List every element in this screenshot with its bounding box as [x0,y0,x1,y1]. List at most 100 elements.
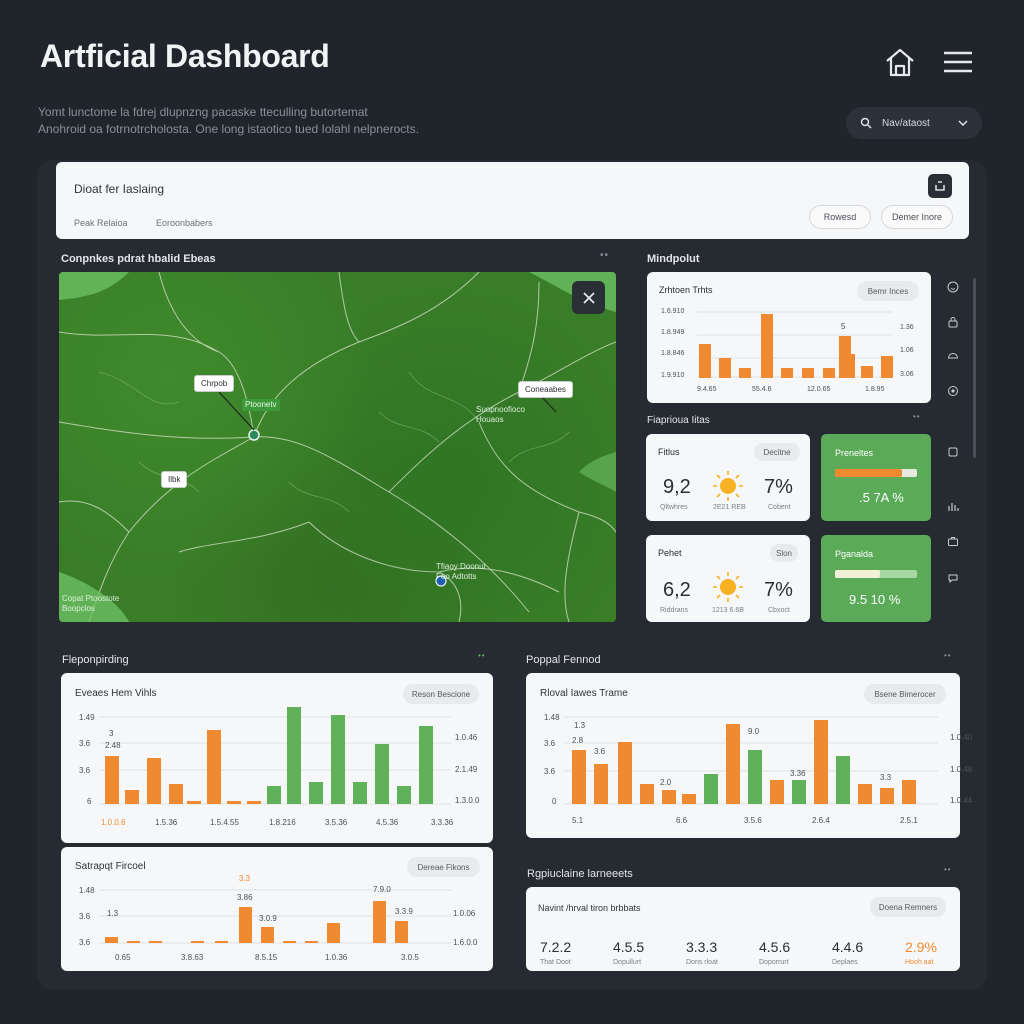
data-label: 7.9.0 [373,885,391,894]
more-icon[interactable]: •• [600,250,610,261]
map-marker-label[interactable]: Coneaabes [518,381,573,398]
bar-chart [564,716,938,805]
chat-icon[interactable] [944,570,962,586]
stat-card: Fitlus Decitne 9,2 7% Qltwhres 2E21 REB … [646,434,810,521]
chart-bar [858,784,872,804]
close-icon[interactable] [572,281,605,314]
axis-label: 1.49 [79,713,95,722]
mini-chart-pill[interactable]: Bemr Inces [857,281,919,301]
smile-icon[interactable] [944,279,962,295]
page-title: Artficial Dashboard [40,38,330,74]
progress-card: Pganalda 9.5 10 % [821,535,931,622]
square-icon[interactable] [944,444,962,460]
data-label: 3.6 [594,747,606,756]
axis-label: 9.4.65 [697,386,717,393]
chart-bar [125,790,139,804]
progress-title: Preneltes [835,448,874,458]
expand-button[interactable] [928,174,952,198]
axis-label: 3.0.5 [401,953,419,962]
data-label: 3.3 [880,773,892,782]
chart-bar [397,786,411,804]
chart-filter-pill[interactable]: Reson Bescione [403,684,479,704]
kpi-label: Dopullurt [613,959,642,966]
mini-bar-chart [697,311,893,378]
axis-label: 1.3.0.0 [455,796,480,805]
search-icon [860,117,872,129]
stat-label: Cbxoct [768,607,790,614]
settings-icon[interactable] [944,383,962,399]
filter-title: Dioat fer Iaslaing [74,182,165,196]
axis-label: 1.6.0.0 [453,938,478,947]
axis-label: 1.0.36 [325,953,348,962]
chart-filter-pill[interactable]: Bsene Bimerocer [864,684,946,704]
kpi-label: Dons rloat [686,959,718,966]
chart-bar [719,358,731,378]
stat-pill[interactable]: Slon [770,544,798,562]
axis-label: 0 [552,797,557,806]
stat-pill[interactable]: Decitne [754,443,800,461]
search-dropdown[interactable]: Nav/ataost [846,107,982,139]
data-label: 2.48 [105,741,121,750]
axis-label: 3.8.63 [181,953,204,962]
more-icon[interactable]: •• [913,412,921,421]
chart-bar [902,780,916,804]
home-icon[interactable] [882,44,918,80]
kpi-value: 4.5.5 [613,939,645,955]
axis-label: 2.1.49 [455,765,478,774]
tab-peak[interactable]: Peak Relaioa [74,218,128,228]
axis-label: 3.06 [900,371,914,378]
bar-chart-icon[interactable] [944,498,962,514]
axis-label: 1.0.40 [950,733,973,742]
data-label: 1.3 [107,909,119,918]
progress-fill [835,469,903,477]
tab-eoroonbabers[interactable]: Eoroonbabers [156,218,213,228]
axis-label: 1.5.36 [155,818,178,827]
chart-bar [105,937,118,943]
kpi-label: Hooh aat [905,959,934,966]
axis-label: 1.0.48 [950,765,973,774]
kpi-title: Navint /hrval tiron brbbats [538,903,641,913]
axis-label: 1.48 [544,713,560,722]
progress-card: Preneltes .5 7A % [821,434,931,521]
scrollbar[interactable] [973,278,976,458]
stat-label: Riddrans [660,607,689,614]
progress-title: Pganalda [835,549,874,559]
subtitle-line: Anohroid oa fotrnotrcholosta. One long i… [38,122,419,136]
map-place-label: Ptoonetv [242,399,280,411]
mini-chart-card: Zrhtoen Trhts Bemr Inces 1.6.910 1.8.949… [647,272,931,403]
menu-icon[interactable] [940,44,976,80]
gauge-icon[interactable] [944,347,962,363]
chart-bar [191,941,204,943]
chart1-section-label: Fleponpirding [62,654,129,666]
map-roads [59,272,616,622]
kpi-card: Navint /hrval tiron brbbats Doena Remner… [526,887,960,971]
progress-value: .5 7A % [859,490,904,505]
map-marker-label[interactable]: Chrpob [194,375,235,392]
chart-bar [823,368,835,378]
chart-bar [770,780,784,804]
map-view[interactable] [59,272,616,622]
more-icon[interactable]: •• [944,865,952,874]
axis-label: 3.6 [79,912,91,921]
chart-bar [105,756,119,804]
chart-bar [247,801,261,804]
lock-icon[interactable] [944,314,962,330]
side-section-label: Mindpolut [647,253,700,265]
map-marker-label[interactable]: Ilbk [161,471,188,488]
more-icon[interactable]: •• [944,651,952,660]
kpi-filter-pill[interactable]: Doena Remners [870,897,946,917]
chart-filter-pill[interactable]: Dereae Fikons [407,857,480,877]
chart-bar [331,715,345,804]
stat-label: 1213 6.6B [712,607,744,614]
more-icon[interactable]: •• [478,651,486,660]
stat-label: 2E21 REB [713,504,746,511]
data-label: 3.86 [237,893,253,902]
chart-card: Rloval Iawes Trame Bsene Bimerocer 1.48 … [526,673,972,838]
briefcase-icon[interactable] [944,533,962,549]
axis-label: 1.8.846 [661,350,685,357]
axis-label: 1.0.44 [950,796,973,805]
axis-label: 6.6 [676,816,688,825]
axis-label: 3.6 [79,766,91,775]
reset-button[interactable]: Rowesd [809,205,871,229]
more-button[interactable]: Demer Inore [881,205,953,229]
